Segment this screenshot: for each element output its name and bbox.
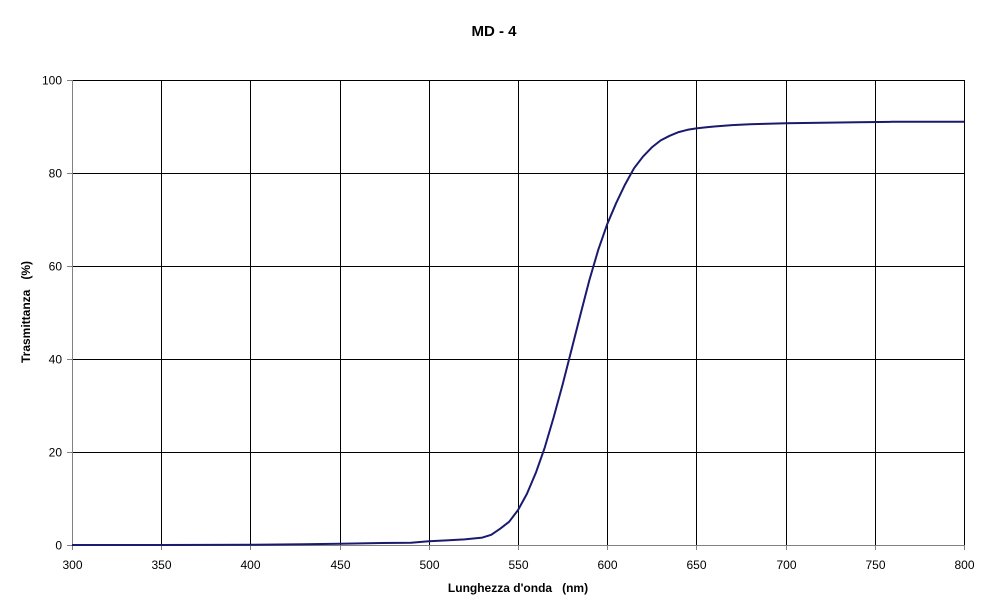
x-tick-label: 750: [865, 558, 885, 572]
x-tick-label: 300: [62, 558, 82, 572]
y-tick-label: 40: [49, 353, 63, 367]
x-tick-label: 450: [330, 558, 350, 572]
y-axis-label: Trasmittanza (%): [19, 261, 33, 363]
x-tick-label: 700: [776, 558, 796, 572]
y-tick-label: 0: [55, 539, 62, 553]
x-tick-label: 650: [686, 558, 706, 572]
y-tick-labels: 0 20 40 60 80 100: [42, 74, 62, 553]
chart-title: MD - 4: [472, 23, 518, 40]
x-tick-label: 550: [508, 558, 528, 572]
grid: [72, 80, 965, 545]
x-tick-label: 500: [419, 558, 439, 572]
y-tick-label: 100: [42, 74, 62, 88]
transmittance-line: [72, 120, 964, 546]
y-tick-label: 20: [49, 446, 63, 460]
x-tick-label: 600: [597, 558, 617, 572]
x-tick-label: 350: [151, 558, 171, 572]
y-tick-label: 80: [49, 167, 63, 181]
y-tick-label: 60: [49, 260, 63, 274]
x-tick-label: 400: [240, 558, 260, 572]
x-tick-labels: 300 350 400 450 500 550 600 650 700 750 800: [62, 558, 974, 572]
series: [72, 120, 964, 546]
x-tick-label: 800: [954, 558, 974, 572]
x-axis-label: Lunghezza d'onda (nm): [448, 581, 588, 595]
axes: [67, 80, 965, 550]
